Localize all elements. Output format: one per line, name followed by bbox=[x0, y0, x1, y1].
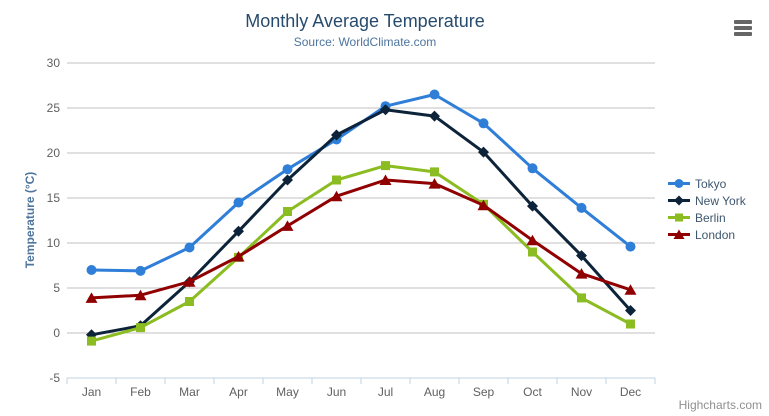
data-point-berlin-aug[interactable] bbox=[430, 167, 439, 177]
legend-label: New York bbox=[695, 193, 746, 208]
data-point-tokyo-mar[interactable] bbox=[184, 242, 195, 253]
legend-marker-diamond-icon bbox=[668, 195, 690, 206]
data-point-tokyo-aug[interactable] bbox=[429, 89, 440, 100]
legend-label: London bbox=[695, 227, 736, 242]
data-point-new-york-jun[interactable] bbox=[331, 129, 342, 141]
chart-subtitle: Source: WorldClimate.com bbox=[293, 35, 437, 49]
data-point-tokyo-oct[interactable] bbox=[527, 163, 538, 174]
x-axis-label: Sep bbox=[472, 385, 495, 399]
data-point-london-may[interactable] bbox=[281, 220, 294, 231]
legend-label: Berlin bbox=[695, 210, 726, 225]
data-point-berlin-may[interactable] bbox=[283, 207, 292, 216]
data-point-new-york-dec[interactable] bbox=[625, 305, 636, 316]
data-point-berlin-jun[interactable] bbox=[332, 175, 341, 185]
hamburger-icon bbox=[734, 32, 752, 36]
data-point-berlin-dec[interactable] bbox=[626, 319, 635, 329]
y-axis-label: 15 bbox=[46, 191, 60, 205]
data-point-tokyo-nov[interactable] bbox=[576, 202, 587, 213]
data-point-tokyo-sep[interactable] bbox=[478, 118, 489, 129]
data-point-tokyo-feb[interactable] bbox=[135, 265, 146, 276]
x-axis-label: Feb bbox=[130, 385, 151, 399]
x-axis-label: Apr bbox=[229, 385, 248, 399]
export-menu-button[interactable] bbox=[733, 18, 753, 38]
x-axis-label: Mar bbox=[179, 385, 200, 399]
data-point-berlin-mar[interactable] bbox=[185, 297, 194, 306]
data-point-london-feb[interactable] bbox=[134, 289, 147, 301]
hamburger-icon bbox=[734, 20, 752, 24]
data-point-london-sep[interactable] bbox=[477, 199, 490, 211]
data-point-london-aug[interactable] bbox=[428, 178, 441, 189]
x-axis-label: Nov bbox=[570, 385, 593, 399]
legend-label: Tokyo bbox=[695, 176, 727, 191]
x-axis-label: Jul bbox=[377, 385, 394, 399]
data-point-new-york-may[interactable] bbox=[282, 174, 293, 186]
data-point-new-york-apr[interactable] bbox=[233, 225, 244, 237]
legend-item-new-york[interactable]: New York bbox=[668, 193, 746, 208]
data-point-new-york-sep[interactable] bbox=[478, 146, 489, 158]
x-axis-label: Jun bbox=[326, 385, 347, 399]
legend-marker-triangle-icon bbox=[668, 229, 690, 239]
data-point-new-york-jul[interactable] bbox=[380, 104, 391, 116]
data-point-london-oct[interactable] bbox=[526, 234, 539, 246]
data-point-berlin-nov[interactable] bbox=[577, 293, 586, 303]
data-point-new-york-aug[interactable] bbox=[429, 110, 440, 122]
legend-marker-circle-icon bbox=[668, 179, 690, 188]
y-axis-label: 10 bbox=[46, 236, 60, 250]
series-line-london bbox=[90, 178, 632, 300]
data-point-berlin-feb[interactable] bbox=[136, 323, 145, 333]
y-axis-label: 5 bbox=[53, 281, 60, 295]
data-point-london-mar[interactable] bbox=[183, 276, 196, 287]
y-axis-label: 20 bbox=[46, 146, 60, 160]
y-axis-label: 30 bbox=[46, 56, 60, 70]
data-point-berlin-jul[interactable] bbox=[381, 161, 390, 171]
data-point-london-jan[interactable] bbox=[85, 292, 98, 303]
series-line-berlin bbox=[90, 164, 632, 343]
y-axis-label: 0 bbox=[53, 326, 60, 340]
credits-link[interactable]: Highcharts.com bbox=[678, 398, 762, 412]
legend-item-berlin[interactable]: Berlin bbox=[668, 210, 746, 225]
data-point-berlin-jan[interactable] bbox=[87, 336, 96, 346]
legend-marker-square-icon bbox=[668, 213, 690, 222]
y-axis-label: 25 bbox=[46, 101, 60, 115]
data-point-tokyo-may[interactable] bbox=[282, 164, 293, 175]
data-point-tokyo-jan[interactable] bbox=[86, 265, 97, 275]
x-axis-label: Aug bbox=[423, 385, 446, 399]
legend: Tokyo New York Berlin London bbox=[668, 176, 746, 242]
data-point-new-york-oct[interactable] bbox=[527, 200, 538, 212]
hamburger-icon bbox=[734, 26, 752, 30]
data-point-new-york-nov[interactable] bbox=[576, 250, 587, 262]
data-point-tokyo-dec[interactable] bbox=[625, 241, 636, 252]
y-axis-title: Temperature (°C) bbox=[23, 171, 37, 269]
x-axis-label: Dec bbox=[619, 385, 642, 399]
x-axis-label: Oct bbox=[523, 385, 542, 399]
x-axis-label: May bbox=[276, 385, 299, 399]
data-point-london-jul[interactable] bbox=[379, 174, 392, 186]
y-axis-label: -5 bbox=[49, 371, 60, 385]
legend-item-london[interactable]: London bbox=[668, 227, 746, 242]
x-axis-label: Jan bbox=[81, 385, 102, 399]
data-point-berlin-oct[interactable] bbox=[528, 247, 537, 257]
legend-item-tokyo[interactable]: Tokyo bbox=[668, 176, 746, 191]
data-point-london-nov[interactable] bbox=[575, 268, 588, 279]
data-point-tokyo-apr[interactable] bbox=[233, 197, 244, 208]
data-point-london-apr[interactable] bbox=[232, 251, 245, 262]
data-point-london-jun[interactable] bbox=[330, 190, 343, 202]
chart-title: Monthly Average Temperature bbox=[245, 11, 485, 31]
data-point-london-dec[interactable] bbox=[624, 284, 637, 295]
series-line-new-york bbox=[90, 108, 632, 337]
